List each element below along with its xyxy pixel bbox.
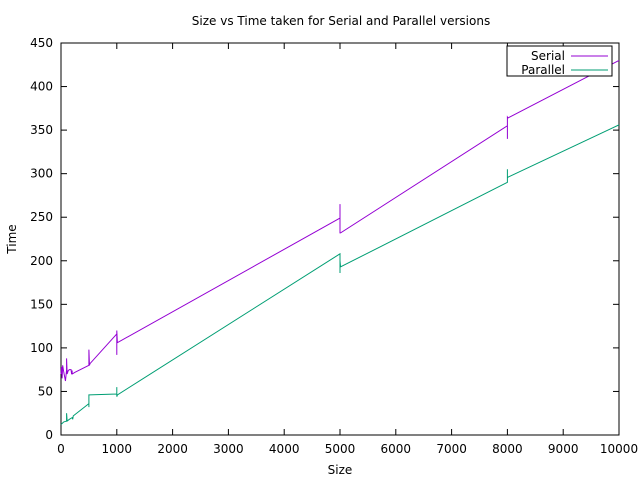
y-tick-label: 50 — [38, 384, 53, 398]
x-tick-label: 7000 — [436, 442, 467, 456]
y-tick-label: 400 — [30, 80, 53, 94]
y-tick-label: 200 — [30, 254, 53, 268]
chart-title: Size vs Time taken for Serial and Parall… — [192, 14, 490, 28]
legend-label: Serial — [531, 49, 565, 63]
x-tick-label: 4000 — [269, 442, 300, 456]
y-axis-label: Time — [5, 224, 19, 254]
axis-ticks: 0 1000 2000 3000 4000 5000 6000 7000 8000 9000 100… — [30, 36, 638, 456]
x-tick-label: 9000 — [548, 442, 579, 456]
x-tick-label: 2000 — [157, 442, 188, 456]
x-tick-label: 10000 — [600, 442, 638, 456]
y-tick-label: 150 — [30, 297, 53, 311]
series-parallel — [60, 124, 620, 425]
legend-box — [506, 45, 613, 77]
y-tick-label: 0 — [45, 428, 53, 442]
y-tick-label: 350 — [30, 123, 53, 137]
y-tick-label: 100 — [30, 341, 53, 355]
series-layer — [60, 59, 620, 425]
x-tick-label: 8000 — [492, 442, 523, 456]
y-tick-label: 300 — [30, 167, 53, 181]
plot-area — [60, 42, 620, 436]
x-tick-label: 1000 — [102, 442, 133, 456]
series-line — [60, 59, 620, 382]
x-tick-label: 3000 — [213, 442, 244, 456]
plot-border — [60, 42, 620, 436]
x-axis-label: Size — [328, 463, 353, 477]
y-tick-label: 450 — [30, 36, 53, 50]
x-tick-label: 5000 — [325, 442, 356, 456]
y-tick-label: 250 — [30, 210, 53, 224]
legend-label: Parallel — [521, 63, 565, 77]
series-line — [60, 124, 620, 425]
series-serial — [60, 59, 620, 382]
x-tick-label: 6000 — [381, 442, 412, 456]
x-tick-label: 0 — [57, 442, 65, 456]
